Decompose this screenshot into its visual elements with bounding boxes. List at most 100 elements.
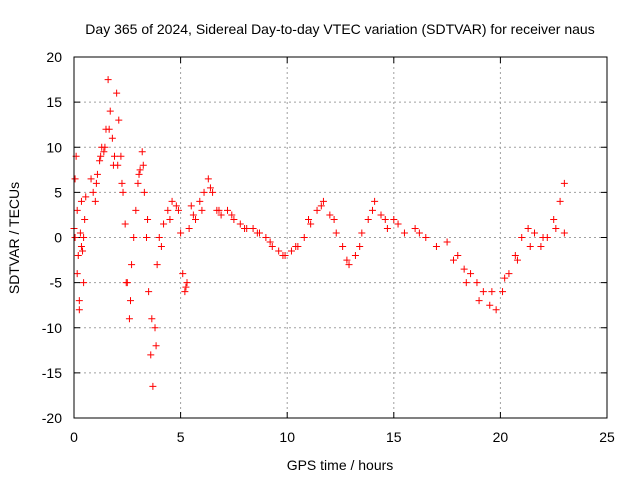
x-tick-label: 25 — [599, 429, 615, 445]
data-point — [132, 206, 140, 214]
data-point — [552, 224, 560, 232]
x-tick-label: 20 — [493, 429, 509, 445]
data-point — [422, 234, 430, 241]
data-point — [105, 125, 113, 133]
data-point — [513, 256, 521, 264]
data-point — [539, 234, 547, 241]
data-point — [166, 215, 174, 223]
data-point — [411, 224, 419, 232]
data-point — [136, 166, 144, 174]
data-point — [279, 252, 287, 260]
data-point — [343, 256, 351, 264]
data-point — [215, 206, 223, 214]
data-point — [117, 152, 125, 160]
data-point — [92, 179, 100, 187]
y-tick-label: 10 — [46, 139, 62, 155]
data-point — [75, 306, 83, 314]
data-point — [79, 247, 87, 255]
data-point — [292, 243, 300, 251]
data-point — [230, 215, 238, 223]
data-point — [383, 224, 391, 232]
data-point — [101, 143, 109, 151]
data-point — [139, 161, 147, 169]
data-point — [138, 148, 146, 156]
data-point — [151, 324, 159, 332]
data-point — [415, 229, 423, 237]
data-point — [77, 243, 85, 251]
data-point — [122, 279, 130, 287]
data-point — [550, 215, 558, 223]
data-point — [80, 234, 88, 241]
data-point — [126, 297, 134, 305]
data-point — [217, 211, 225, 219]
data-point — [394, 220, 402, 228]
data-point — [332, 229, 340, 237]
y-tick-label: 5 — [54, 184, 62, 200]
data-point — [174, 206, 182, 214]
data-point — [268, 243, 276, 251]
data-point — [153, 261, 161, 269]
data-point — [89, 188, 97, 196]
chart-title: Day 365 of 2024, Sidereal Day-to-day VTE… — [85, 21, 594, 37]
data-point — [106, 107, 114, 115]
data-point — [371, 197, 379, 205]
data-point — [128, 261, 136, 269]
data-point — [71, 175, 79, 183]
grid — [74, 57, 607, 418]
data-point — [262, 234, 270, 241]
y-tick-label: 15 — [46, 94, 62, 110]
data-point — [149, 382, 157, 390]
y-tick-label: -10 — [42, 320, 62, 336]
data-point — [76, 229, 84, 237]
data-point — [147, 351, 155, 359]
data-point — [449, 256, 457, 264]
data-point — [460, 265, 468, 273]
data-point — [556, 197, 564, 205]
data-point — [100, 148, 108, 156]
x-axis-label: GPS time / hours — [287, 457, 394, 473]
data-point — [113, 89, 121, 97]
data-point — [198, 206, 206, 214]
data-point — [152, 342, 160, 350]
data-point — [339, 243, 347, 251]
data-point — [249, 224, 257, 232]
data-point — [134, 179, 142, 187]
data-point — [307, 220, 315, 228]
data-point — [432, 243, 440, 251]
data-point — [236, 220, 244, 228]
data-point — [82, 193, 90, 201]
data-point — [305, 215, 313, 223]
data-point — [390, 215, 398, 223]
data-point — [524, 224, 532, 232]
data-point — [253, 229, 261, 237]
data-point — [108, 134, 116, 142]
data-point — [181, 288, 189, 296]
data-marks — [70, 76, 568, 390]
data-point — [473, 279, 481, 287]
data-point — [172, 202, 180, 210]
data-point — [179, 270, 187, 278]
data-point — [356, 243, 364, 251]
data-point — [358, 229, 366, 237]
y-tick-label: -5 — [50, 275, 63, 291]
data-point — [200, 188, 208, 196]
data-point — [91, 197, 99, 205]
data-point — [275, 247, 283, 255]
data-point — [326, 211, 334, 219]
data-point — [111, 152, 119, 160]
data-point — [183, 279, 191, 287]
data-point — [204, 175, 212, 183]
data-point — [560, 229, 568, 237]
x-tick-label: 0 — [70, 429, 78, 445]
data-point — [196, 197, 204, 205]
data-point — [266, 238, 274, 246]
data-point — [364, 215, 372, 223]
data-point — [148, 315, 156, 323]
data-point — [287, 247, 295, 255]
data-point — [488, 288, 496, 296]
data-point — [443, 238, 451, 246]
data-point — [224, 206, 232, 214]
data-point — [526, 243, 534, 251]
data-point — [209, 188, 217, 196]
